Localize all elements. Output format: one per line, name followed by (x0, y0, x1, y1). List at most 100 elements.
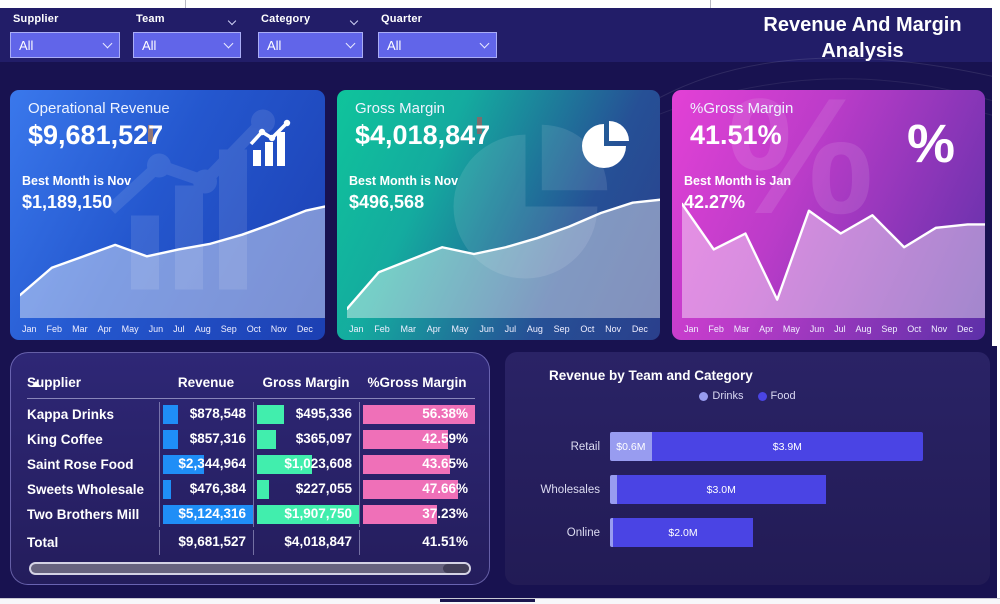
cell-value: 37.23% (422, 506, 468, 521)
kpi-card-operational-revenue: Operational Revenue $9,681,527 Best Mont… (10, 90, 325, 340)
stacked-bar: $3.0M (610, 475, 923, 504)
chevron-down-icon[interactable] (223, 38, 234, 48)
gross-margin-cell: $365,097 (253, 427, 359, 452)
table-row[interactable]: Saint Rose Food $2,344,964 $1,023,608 43.65… (27, 452, 475, 477)
bar-chart-icon (249, 119, 291, 166)
slicer-quarter-label: Quarter (381, 13, 423, 25)
table-header-row: Supplier Revenue Gross Margin %Gross Mar… (27, 367, 475, 399)
chevron-down-icon[interactable] (479, 38, 490, 48)
column-header-pct-gross-margin[interactable]: %Gross Margin (367, 375, 467, 390)
kpi-sparkline-chart[interactable] (20, 190, 325, 318)
browser-bottom-edge (0, 598, 1000, 604)
month-tick-label: Dec (631, 324, 648, 334)
bar-segment-food[interactable]: $3.0M (616, 475, 826, 504)
month-tick-label: Jan (22, 324, 37, 334)
month-tick-label: Mar (733, 324, 750, 334)
month-tick-label: Mar (400, 324, 417, 334)
chevron-down-icon[interactable] (102, 38, 113, 48)
quarter-dropdown[interactable]: All (378, 32, 497, 58)
data-bar[interactable] (163, 455, 205, 474)
data-bar[interactable] (363, 405, 475, 424)
team-label: Wholesales (540, 483, 600, 496)
column-header-supplier[interactable]: Supplier (27, 375, 82, 390)
kpi-title: Gross Margin (355, 100, 446, 117)
data-bar[interactable] (257, 505, 359, 524)
scrollbar-thumb[interactable] (443, 564, 469, 573)
cell-value: $878,548 (189, 406, 246, 421)
supplier-dropdown[interactable]: All (10, 32, 120, 58)
kpi-best-month-label: Best Month is Nov (22, 174, 132, 188)
kpi-sparkline-chart[interactable] (347, 190, 660, 318)
pct-cell: 47.66% (359, 477, 475, 502)
stacked-bar: $2.0M (610, 518, 923, 547)
cell-value: $4,018,847 (284, 534, 352, 549)
legend-dot-drinks (699, 391, 709, 401)
data-bar[interactable] (163, 480, 172, 499)
kpi-best-month-value: 42.27% (684, 192, 746, 212)
month-tick-label: Jan (349, 324, 364, 334)
bar-segment-drinks[interactable] (610, 518, 614, 547)
month-tick-label: Sep (881, 324, 898, 334)
sort-ascending-icon[interactable] (31, 381, 41, 387)
data-bar[interactable] (257, 430, 277, 449)
legend-item-food[interactable]: Food (757, 390, 796, 402)
team-dropdown[interactable]: All (133, 32, 241, 58)
pct-cell: 56.38% (359, 402, 475, 427)
column-header-gross-margin[interactable]: Gross Margin (262, 375, 350, 390)
month-tick-label: Feb (374, 324, 390, 334)
data-bar[interactable] (363, 480, 458, 499)
tab-edge-mark (185, 0, 186, 8)
team-bar-row: Retail $0.6M $3.9M (505, 432, 990, 461)
browser-top-edge (0, 0, 1000, 8)
cell-value: $365,097 (295, 431, 352, 446)
table-row[interactable]: Kappa Drinks $878,548 $495,336 56.38% (27, 402, 475, 427)
revenue-cell: $5,124,316 (159, 502, 253, 527)
cell-value: $1,907,750 (284, 506, 352, 521)
browser-right-edge (992, 0, 1000, 346)
column-header-revenue[interactable]: Revenue (177, 375, 235, 390)
bar-segment-drinks[interactable] (610, 475, 617, 504)
team-bars: Retail $0.6M $3.9M Wholesales $3.0M Online $2.… (505, 432, 990, 561)
chevron-down-icon[interactable] (345, 38, 356, 48)
cell-value: 56.38% (422, 406, 468, 421)
chevron-down-icon[interactable] (227, 16, 237, 26)
data-bar[interactable] (163, 505, 253, 524)
month-tick-label: Apr (426, 324, 441, 334)
data-bar[interactable] (163, 430, 179, 449)
page-title-line2: Analysis (821, 40, 904, 62)
month-tick-label: Apr (97, 324, 112, 334)
kpi-card-gross-margin: Gross Margin $4,018,847 Best Month is No… (337, 90, 660, 340)
page-scrollbar-thumb[interactable] (440, 599, 535, 602)
month-tick-label: Feb (46, 324, 63, 334)
data-bar[interactable] (163, 405, 179, 424)
table-row[interactable]: King Coffee $857,316 $365,097 42.59% (27, 427, 475, 452)
bar-segment-food[interactable]: $2.0M (613, 518, 753, 547)
data-bar[interactable] (257, 455, 312, 474)
table-row[interactable]: Sweets Wholesale $476,384 $227,055 47.66% (27, 477, 475, 502)
supplier-table-panel: Supplier Revenue Gross Margin %Gross Mar… (10, 352, 490, 585)
chevron-down-icon[interactable] (349, 16, 359, 26)
bar-segment-drinks[interactable]: $0.6M (610, 432, 652, 461)
pct-cell: 43.65% (359, 452, 475, 477)
month-axis: Jan Feb Mar Apr May Jun Jul Aug Sep Oct Nov Dec (684, 324, 973, 334)
total-revenue-cell: $9,681,527 (159, 530, 253, 555)
revenue-cell: $2,344,964 (159, 452, 253, 477)
month-tick-label: Aug (194, 324, 211, 334)
data-bar[interactable] (257, 405, 284, 424)
team-dropdown-value: All (142, 37, 157, 53)
kpi-sparkline-chart[interactable] (682, 190, 985, 318)
data-bar[interactable] (363, 505, 437, 524)
table-horizontal-scrollbar[interactable] (29, 562, 471, 575)
category-dropdown[interactable]: All (258, 32, 363, 58)
table-row[interactable]: Two Brothers Mill $5,124,316 $1,907,750 37.… (27, 502, 475, 527)
cell-value: 43.65% (422, 456, 468, 471)
data-bar[interactable] (363, 430, 448, 449)
supplier-name: Saint Rose Food (27, 457, 134, 472)
data-bar[interactable] (363, 455, 450, 474)
data-bar[interactable] (257, 480, 270, 499)
kpi-best-month-value: $496,568 (349, 192, 425, 212)
legend-item-drinks[interactable]: Drinks (699, 390, 744, 402)
month-tick-label: Mar (72, 324, 88, 334)
team-label: Online (566, 526, 600, 539)
bar-segment-food[interactable]: $3.9M (651, 432, 923, 461)
